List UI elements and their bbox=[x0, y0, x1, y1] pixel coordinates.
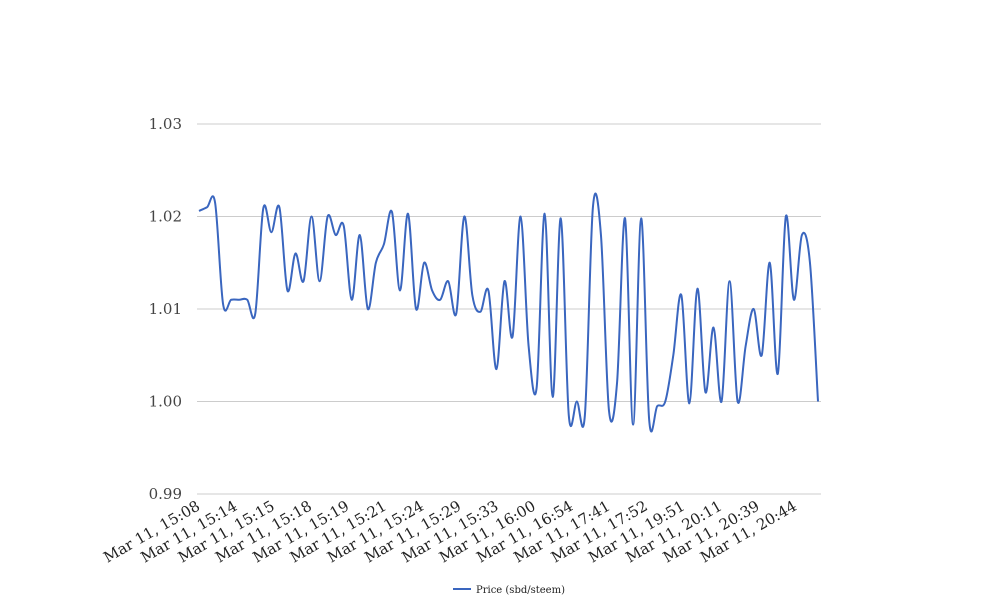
data-point bbox=[423, 262, 425, 264]
series-layer bbox=[198, 192, 819, 433]
data-point bbox=[793, 299, 795, 301]
y-tick-label: 1.00 bbox=[149, 393, 182, 411]
data-point bbox=[632, 424, 634, 426]
data-point bbox=[367, 308, 369, 310]
y-tick-label: 1.01 bbox=[149, 300, 182, 318]
data-point bbox=[327, 216, 329, 218]
data-point bbox=[777, 373, 779, 375]
data-point bbox=[576, 401, 578, 403]
data-point bbox=[375, 262, 377, 264]
data-point bbox=[303, 280, 305, 282]
data-point bbox=[246, 299, 248, 301]
data-point bbox=[528, 345, 530, 347]
data-point bbox=[817, 401, 819, 403]
data-point bbox=[359, 234, 361, 236]
data-point bbox=[544, 213, 546, 215]
data-point bbox=[769, 262, 771, 264]
data-point bbox=[704, 391, 706, 393]
data-point bbox=[560, 217, 562, 219]
data-point bbox=[270, 231, 272, 233]
y-axis-ticks: 0.99 1.00 1.01 1.02 1.03 bbox=[149, 115, 182, 503]
data-point bbox=[712, 327, 714, 329]
data-point bbox=[503, 280, 505, 282]
data-point bbox=[479, 311, 481, 313]
legend: Price (sbd/steem) bbox=[453, 585, 565, 596]
data-point bbox=[351, 299, 353, 301]
data-point bbox=[600, 234, 602, 236]
data-point bbox=[335, 234, 337, 236]
data-point bbox=[785, 216, 787, 218]
data-point bbox=[616, 382, 618, 384]
data-point bbox=[536, 387, 538, 389]
data-point bbox=[737, 401, 739, 403]
data-point bbox=[761, 354, 763, 356]
data-point bbox=[254, 313, 256, 315]
data-point bbox=[407, 213, 409, 215]
data-point bbox=[198, 210, 200, 212]
data-point bbox=[214, 202, 216, 204]
data-point bbox=[206, 206, 208, 208]
data-point bbox=[447, 280, 449, 282]
data-point bbox=[552, 396, 554, 398]
data-point bbox=[311, 216, 313, 218]
data-point bbox=[729, 280, 731, 282]
data-point bbox=[801, 234, 803, 236]
data-point bbox=[520, 216, 522, 218]
data-point bbox=[471, 294, 473, 296]
data-point bbox=[688, 402, 690, 404]
data-point bbox=[294, 253, 296, 255]
legend-label: Price (sbd/steem) bbox=[476, 585, 565, 596]
series-line bbox=[198, 192, 819, 433]
data-point bbox=[584, 414, 586, 416]
data-point bbox=[608, 410, 610, 412]
y-tick-label: 0.99 bbox=[149, 485, 182, 503]
data-point bbox=[745, 345, 747, 347]
data-point bbox=[512, 336, 514, 338]
data-point bbox=[391, 211, 393, 213]
data-point bbox=[278, 206, 280, 208]
data-point bbox=[656, 405, 658, 407]
data-point bbox=[495, 368, 497, 370]
data-point bbox=[648, 419, 650, 421]
data-point bbox=[383, 243, 385, 245]
data-point bbox=[696, 288, 698, 290]
data-point bbox=[343, 225, 345, 227]
data-point bbox=[809, 262, 811, 264]
data-point bbox=[672, 354, 674, 356]
data-point bbox=[415, 308, 417, 310]
data-point bbox=[664, 401, 666, 403]
data-point bbox=[286, 290, 288, 292]
y-tick-label: 1.03 bbox=[149, 115, 182, 133]
data-point bbox=[262, 207, 264, 209]
data-point bbox=[721, 401, 723, 403]
data-point bbox=[455, 313, 457, 315]
data-point bbox=[487, 290, 489, 292]
data-point bbox=[238, 299, 240, 301]
data-point bbox=[399, 290, 401, 292]
data-point bbox=[640, 217, 642, 219]
data-point bbox=[592, 206, 594, 208]
data-point bbox=[222, 303, 224, 305]
data-point bbox=[439, 299, 441, 301]
data-point bbox=[624, 217, 626, 219]
data-point bbox=[680, 294, 682, 296]
data-point bbox=[230, 299, 232, 301]
data-point bbox=[319, 280, 321, 282]
data-point bbox=[753, 308, 755, 310]
data-point bbox=[568, 414, 570, 416]
data-point bbox=[431, 290, 433, 292]
y-tick-label: 1.02 bbox=[149, 208, 182, 226]
data-point bbox=[463, 216, 465, 218]
